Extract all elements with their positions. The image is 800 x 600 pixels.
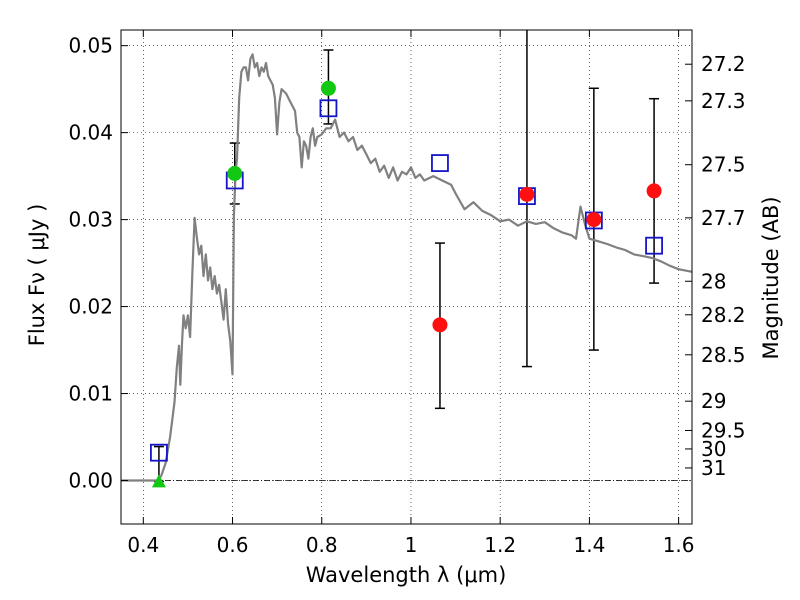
plot-frame xyxy=(120,29,693,525)
model-photometry-marker xyxy=(645,236,663,255)
magnitude-tick-label: 31 xyxy=(701,456,726,480)
y-tick-label: 0.04 xyxy=(68,121,113,145)
y-tick-label: 0.02 xyxy=(68,295,113,319)
magnitude-tick-label: 27.5 xyxy=(701,153,746,177)
y-tick-label: 0.03 xyxy=(68,208,113,232)
y-tick-label: 0.05 xyxy=(68,34,113,58)
y2-axis-label: Magnitude (AB) xyxy=(759,196,783,359)
model-photometry-marker xyxy=(431,154,449,172)
magnitude-tick-label: 27.2 xyxy=(701,52,746,76)
magnitude-tick-label: 30 xyxy=(701,437,726,461)
model-photometry-marker xyxy=(319,99,338,118)
observed-flux-marker xyxy=(432,317,448,333)
x-tick-label: 1 xyxy=(405,533,418,557)
magnitude-tick-label: 28.2 xyxy=(701,303,746,327)
x-axis-label: Wavelength λ (μm) xyxy=(306,563,507,587)
model-photometry-marker xyxy=(150,443,168,462)
axes: 0.4 0.6 0.8 1 1.2 1.4 1.6 0.00 0.01 0.02 0.03 0.04 0… xyxy=(68,30,746,557)
y-tick-label: 0.00 xyxy=(68,469,113,493)
x-tick-label: 1.6 xyxy=(663,533,695,557)
x-tick-label: 0.4 xyxy=(127,533,159,557)
y-axis-label: Flux Fν ( μJy ) xyxy=(25,204,49,347)
magnitude-tick-label: 28.5 xyxy=(701,343,746,367)
magnitude-tick-label: 29.5 xyxy=(701,418,746,442)
upper-limit-marker xyxy=(151,474,166,488)
x-tick-label: 0.8 xyxy=(306,533,338,557)
magnitude-tick-label: 27.7 xyxy=(701,206,746,230)
observed-flux-marker xyxy=(227,166,243,182)
y-tick-label: 0.01 xyxy=(68,382,113,406)
x-tick-label: 1.4 xyxy=(573,533,605,557)
model-spectrum-line xyxy=(121,53,693,482)
observed-flux-marker xyxy=(320,80,336,96)
observed-flux-marker xyxy=(646,183,662,199)
magnitude-tick-label: 27.3 xyxy=(701,89,746,113)
x-tick-label: 0.6 xyxy=(217,533,249,557)
observed-flux-marker xyxy=(586,212,602,228)
x-tick-label: 1.2 xyxy=(484,533,516,557)
observed-flux-marker xyxy=(519,186,535,202)
magnitude-tick-label: 29 xyxy=(701,389,726,413)
plot-content xyxy=(121,30,693,488)
magnitude-tick-label: 28 xyxy=(701,269,726,293)
